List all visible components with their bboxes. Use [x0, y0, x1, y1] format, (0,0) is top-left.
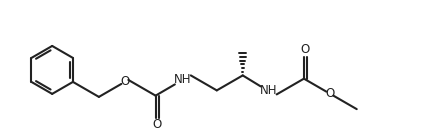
Text: O: O: [153, 118, 162, 131]
Text: NH: NH: [260, 84, 277, 97]
Text: O: O: [120, 75, 129, 88]
Text: O: O: [301, 43, 310, 56]
Text: NH: NH: [174, 73, 192, 86]
Text: O: O: [325, 87, 335, 100]
